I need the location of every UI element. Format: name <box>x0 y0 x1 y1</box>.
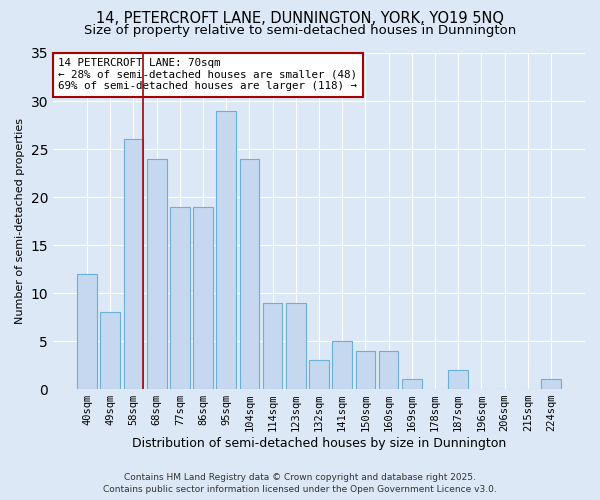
X-axis label: Distribution of semi-detached houses by size in Dunnington: Distribution of semi-detached houses by … <box>132 437 506 450</box>
Text: 14 PETERCROFT LANE: 70sqm
← 28% of semi-detached houses are smaller (48)
69% of : 14 PETERCROFT LANE: 70sqm ← 28% of semi-… <box>58 58 358 91</box>
Bar <box>100 312 120 389</box>
Y-axis label: Number of semi-detached properties: Number of semi-detached properties <box>15 118 25 324</box>
Bar <box>170 206 190 389</box>
Bar <box>193 206 213 389</box>
Bar <box>239 158 259 389</box>
Bar <box>263 302 283 389</box>
Bar <box>77 274 97 389</box>
Bar <box>147 158 167 389</box>
Bar <box>541 380 561 389</box>
Text: Contains HM Land Registry data © Crown copyright and database right 2025.
Contai: Contains HM Land Registry data © Crown c… <box>103 472 497 494</box>
Bar <box>309 360 329 389</box>
Bar <box>356 350 375 389</box>
Bar <box>217 110 236 389</box>
Text: Size of property relative to semi-detached houses in Dunnington: Size of property relative to semi-detach… <box>84 24 516 37</box>
Bar <box>286 302 305 389</box>
Bar <box>379 350 398 389</box>
Bar <box>332 341 352 389</box>
Bar <box>402 380 422 389</box>
Bar <box>124 140 143 389</box>
Bar <box>448 370 468 389</box>
Text: 14, PETERCROFT LANE, DUNNINGTON, YORK, YO19 5NQ: 14, PETERCROFT LANE, DUNNINGTON, YORK, Y… <box>96 11 504 26</box>
